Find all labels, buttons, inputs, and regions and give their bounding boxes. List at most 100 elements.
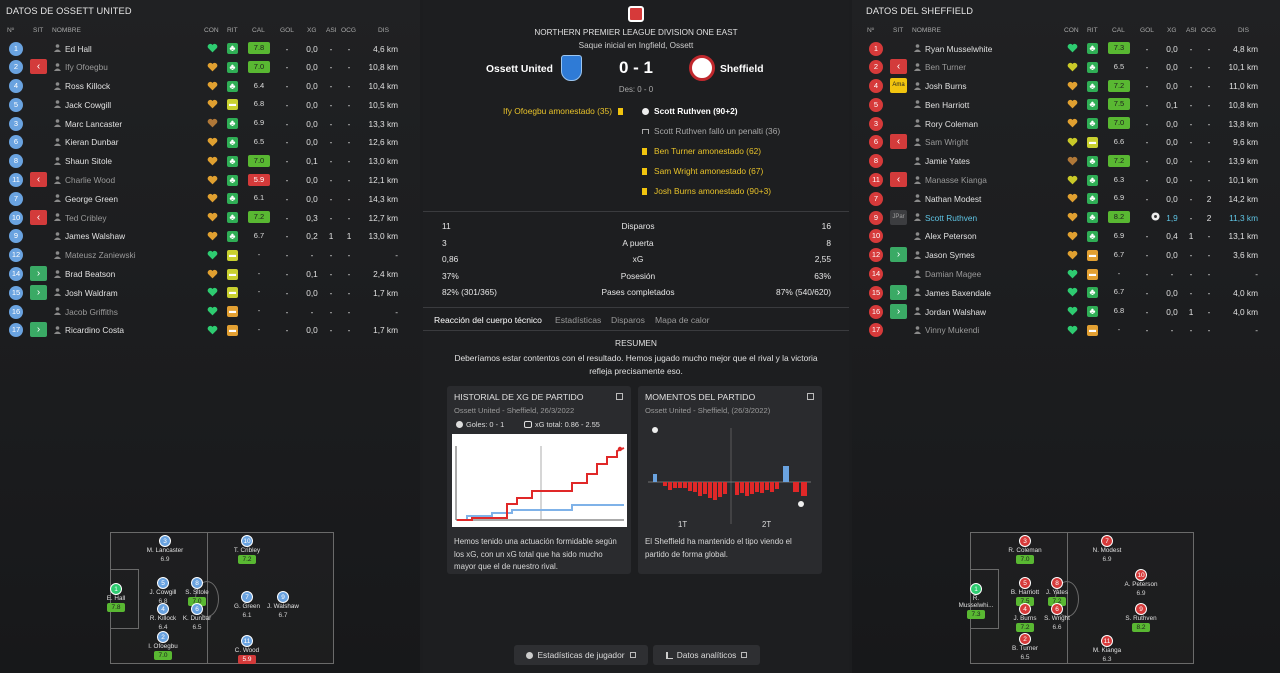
table-row[interactable]: 1 Ed Hall ♣ 7.8-0,0- -4,6 km xyxy=(0,39,420,58)
table-row[interactable]: 15 › James Baxendale ♣ 6.7-0,0- -4,0 km xyxy=(860,283,1280,302)
player-name[interactable]: Ricardino Costa xyxy=(65,325,125,336)
pitch-player-marker[interactable]: 10 A. Peterson 6.9 xyxy=(1121,569,1161,598)
table-row[interactable]: 9 James Walshaw ♣ 6.7 - 0,2 1 1 13,0 km xyxy=(0,227,420,246)
col-nombre[interactable]: NOMBRE xyxy=(52,27,81,34)
tab-heatmap[interactable]: Mapa de calor xyxy=(655,315,710,325)
col-num[interactable]: Nº xyxy=(7,27,15,34)
analytics-button[interactable]: Datos analíticos xyxy=(653,645,760,665)
table-row[interactable]: 5 Ben Harriott ♣ 7.5-0,1- -10,8 km xyxy=(860,95,1280,114)
col-cal[interactable]: CAL xyxy=(1112,27,1125,34)
table-row[interactable]: 12 Mateusz Zaniewski ▬ - - - - - - xyxy=(0,246,420,265)
player-name[interactable]: Nathan Modest xyxy=(925,193,982,204)
pitch-player-marker[interactable]: 1 E. Hall 7.8 xyxy=(96,583,136,612)
player-name[interactable]: Jordan Walshaw xyxy=(925,306,987,317)
table-row[interactable]: 14 Damian Magee ▬ - - - - - - xyxy=(860,265,1280,284)
player-name[interactable]: Vinny Mukendi xyxy=(925,325,980,336)
table-row[interactable]: 2 ‹ Ify Ofoegbu ♣ 7.0-0,0- -10,8 km xyxy=(0,58,420,77)
col-rit[interactable]: RIT xyxy=(227,27,238,34)
table-row[interactable]: 9 JPar Scott Ruthven ♣ 8.2 1,9- 2 11,3 km xyxy=(860,208,1280,227)
col-gol[interactable]: GOL xyxy=(280,27,294,34)
table-row[interactable]: 3 Rory Coleman ♣ 7.0-0,0- -13,8 km xyxy=(860,114,1280,133)
pitch-player-marker[interactable]: 6 K. Dunbar 6.5 xyxy=(177,603,217,632)
player-name[interactable]: James Baxendale xyxy=(925,287,991,298)
tab-statistics[interactable]: Estadísticas xyxy=(555,315,602,325)
col-xg[interactable]: XG xyxy=(307,27,317,34)
table-row[interactable]: 6 Kieran Dunbar ♣ 6.5-0,0- -12,6 km xyxy=(0,133,420,152)
tab-reaction[interactable]: Reacción del cuerpo técnico xyxy=(434,315,542,325)
table-row[interactable]: 8 Jamie Yates ♣ 7.2-0,0- -13,9 km xyxy=(860,152,1280,171)
player-name[interactable]: Charlie Wood xyxy=(65,175,116,186)
col-gol[interactable]: GOL xyxy=(1140,27,1154,34)
pitch-player-marker[interactable]: 8 S. Sitole 7.0 xyxy=(177,577,217,606)
pitch-player-marker[interactable]: 11 C. Wood 5.9 xyxy=(227,635,267,664)
table-row[interactable]: 1 Ryan Musselwhite ♣ 7.3-0,0- -4,8 km xyxy=(860,39,1280,58)
col-nombre[interactable]: NOMBRE xyxy=(912,27,941,34)
pitch-player-marker[interactable]: 5 B. Harriott 7.5 xyxy=(1005,577,1045,606)
col-con[interactable]: CON xyxy=(1064,27,1079,34)
pitch-player-marker[interactable]: 8 J. Yates 7.2 xyxy=(1037,577,1077,606)
pitch-player-marker[interactable]: 3 R. Coleman 7.0 xyxy=(1005,535,1045,564)
col-ocg[interactable]: OCG xyxy=(1201,27,1217,34)
pitch-player-marker[interactable]: 9 J. Walshaw 6.7 xyxy=(263,591,303,620)
pitch-player-marker[interactable]: 7 G. Green 6.1 xyxy=(227,591,267,620)
player-name[interactable]: Jamie Yates xyxy=(925,156,970,167)
player-name[interactable]: Marc Lancaster xyxy=(65,118,123,129)
pitch-player-marker[interactable]: 11 M. Kianga 6.3 xyxy=(1087,635,1127,664)
table-row[interactable]: 7 George Green ♣ 6.1-0,0- -14,3 km xyxy=(0,189,420,208)
pitch-player-marker[interactable]: 7 N. Modest 6.9 xyxy=(1087,535,1127,564)
table-row[interactable]: 4 Ama Josh Burns ♣ 7.2-0,0- -11,0 km xyxy=(860,77,1280,96)
pitch-player-marker[interactable]: 4 J. Burns 7.2 xyxy=(1005,603,1045,632)
table-row[interactable]: 4 Ross Killock ♣ 6.4-0,0- -10,4 km xyxy=(0,77,420,96)
pitch-player-marker[interactable]: 6 S. Wright 6.6 xyxy=(1037,603,1077,632)
col-con[interactable]: CON xyxy=(204,27,219,34)
col-cal[interactable]: CAL xyxy=(252,27,265,34)
table-row[interactable]: 7 Nathan Modest ♣ 6.9-0,0-2 14,2 km xyxy=(860,189,1280,208)
player-name[interactable]: Manasse Kianga xyxy=(925,175,987,186)
pitch-player-marker[interactable]: 2 I. Ofoegbu 7.0 xyxy=(143,631,183,660)
player-name[interactable]: Brad Beatson xyxy=(65,269,116,280)
match-moments-card[interactable]: MOMENTOS DEL PARTIDO Ossett United - She… xyxy=(638,386,822,574)
table-row[interactable]: 10 ‹ Ted Cribley ♣ 7.2-0,3- -12,7 km xyxy=(0,208,420,227)
player-name[interactable]: Rory Coleman xyxy=(925,118,979,129)
player-name[interactable]: Alex Peterson xyxy=(925,231,977,242)
player-stats-button[interactable]: Estadísticas de jugador xyxy=(514,645,648,665)
table-row[interactable]: 14 › Brad Beatson ▬ - -0,1- -2,4 km xyxy=(0,265,420,284)
player-name[interactable]: Damian Magee xyxy=(925,269,982,280)
player-name[interactable]: Josh Waldram xyxy=(65,287,118,298)
col-asi[interactable]: ASI xyxy=(1186,27,1197,34)
col-ocg[interactable]: OCG xyxy=(341,27,357,34)
player-name[interactable]: Scott Ruthven xyxy=(925,212,978,223)
player-name[interactable]: Ben Turner xyxy=(925,62,967,73)
player-name[interactable]: Mateusz Zaniewski xyxy=(65,250,136,261)
pitch-player-marker[interactable]: 2 B. Turner 6.5 xyxy=(1005,633,1045,662)
pitch-player-marker[interactable]: 4 R. Killock 6.4 xyxy=(143,603,183,632)
table-row[interactable]: 17 Vinny Mukendi ▬ - - - - - - xyxy=(860,321,1280,340)
away-team-name[interactable]: Sheffield xyxy=(720,64,764,75)
col-num[interactable]: Nº xyxy=(867,27,875,34)
expand-icon[interactable] xyxy=(616,393,623,400)
table-row[interactable]: 15 › Josh Waldram ▬ - -0,0- -1,7 km xyxy=(0,283,420,302)
pitch-player-marker[interactable]: 5 J. Cowgill 6.8 xyxy=(143,577,183,606)
player-name[interactable]: Josh Burns xyxy=(925,81,967,92)
col-dis[interactable]: DIS xyxy=(1238,27,1249,34)
expand-icon[interactable] xyxy=(807,393,814,400)
table-row[interactable]: 16 Jacob Griffiths ▬ - - - - - - xyxy=(0,302,420,321)
col-sit[interactable]: SIT xyxy=(893,27,904,34)
player-name[interactable]: Ed Hall xyxy=(65,43,92,54)
table-row[interactable]: 8 Shaun Sitole ♣ 7.0-0,1- -13,0 km xyxy=(0,152,420,171)
tab-shots[interactable]: Disparos xyxy=(611,315,645,325)
player-name[interactable]: George Green xyxy=(65,193,119,204)
table-row[interactable]: 5 Jack Cowgill ▬ 6.8-0,0- -10,5 km xyxy=(0,95,420,114)
player-name[interactable]: Jacob Griffiths xyxy=(65,306,118,317)
col-rit[interactable]: RIT xyxy=(1087,27,1098,34)
player-name[interactable]: Sam Wright xyxy=(925,137,969,148)
player-name[interactable]: James Walshaw xyxy=(65,231,126,242)
pitch-player-marker[interactable]: 10 T. Cribley 7.2 xyxy=(227,535,267,564)
table-row[interactable]: 3 Marc Lancaster ♣ 6.9-0,0- -13,3 km xyxy=(0,114,420,133)
col-dis[interactable]: DIS xyxy=(378,27,389,34)
col-xg[interactable]: XG xyxy=(1167,27,1177,34)
player-name[interactable]: Shaun Sitole xyxy=(65,156,113,167)
player-name[interactable]: Ted Cribley xyxy=(65,212,107,223)
player-name[interactable]: Ben Harriott xyxy=(925,99,970,110)
table-row[interactable]: 2 ‹ Ben Turner ♣ 6.5-0,0- -10,1 km xyxy=(860,58,1280,77)
